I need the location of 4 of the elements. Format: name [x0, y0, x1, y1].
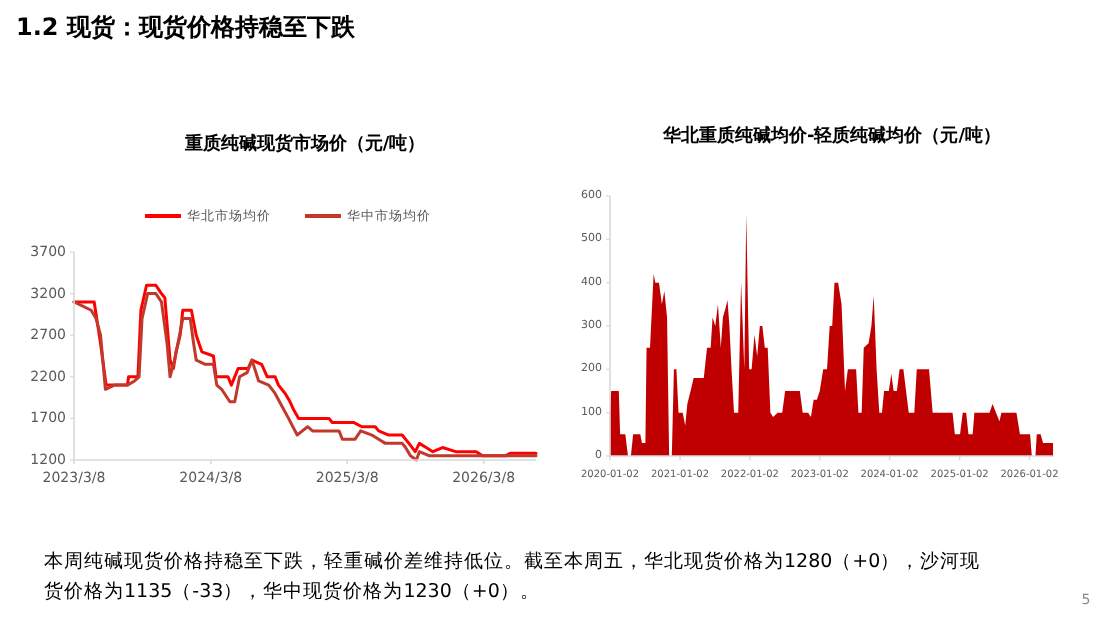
chart-title: 重质纯碱现货市场价（元/吨）	[182, 132, 426, 155]
chart-title: 华北重质纯碱均价-轻质纯碱均价（元/吨）	[660, 124, 1002, 147]
text: 本周纯碱现货价格持稳至下跌，轻重碱价差维持低位。截至本周五，华北现货价格为1280（+0），沙河现货价格为1135（-33），华中现货价格为1230（+0）。	[44, 549, 981, 604]
text: 1.2 现货：现货价格持稳至下跌	[16, 12, 357, 41]
